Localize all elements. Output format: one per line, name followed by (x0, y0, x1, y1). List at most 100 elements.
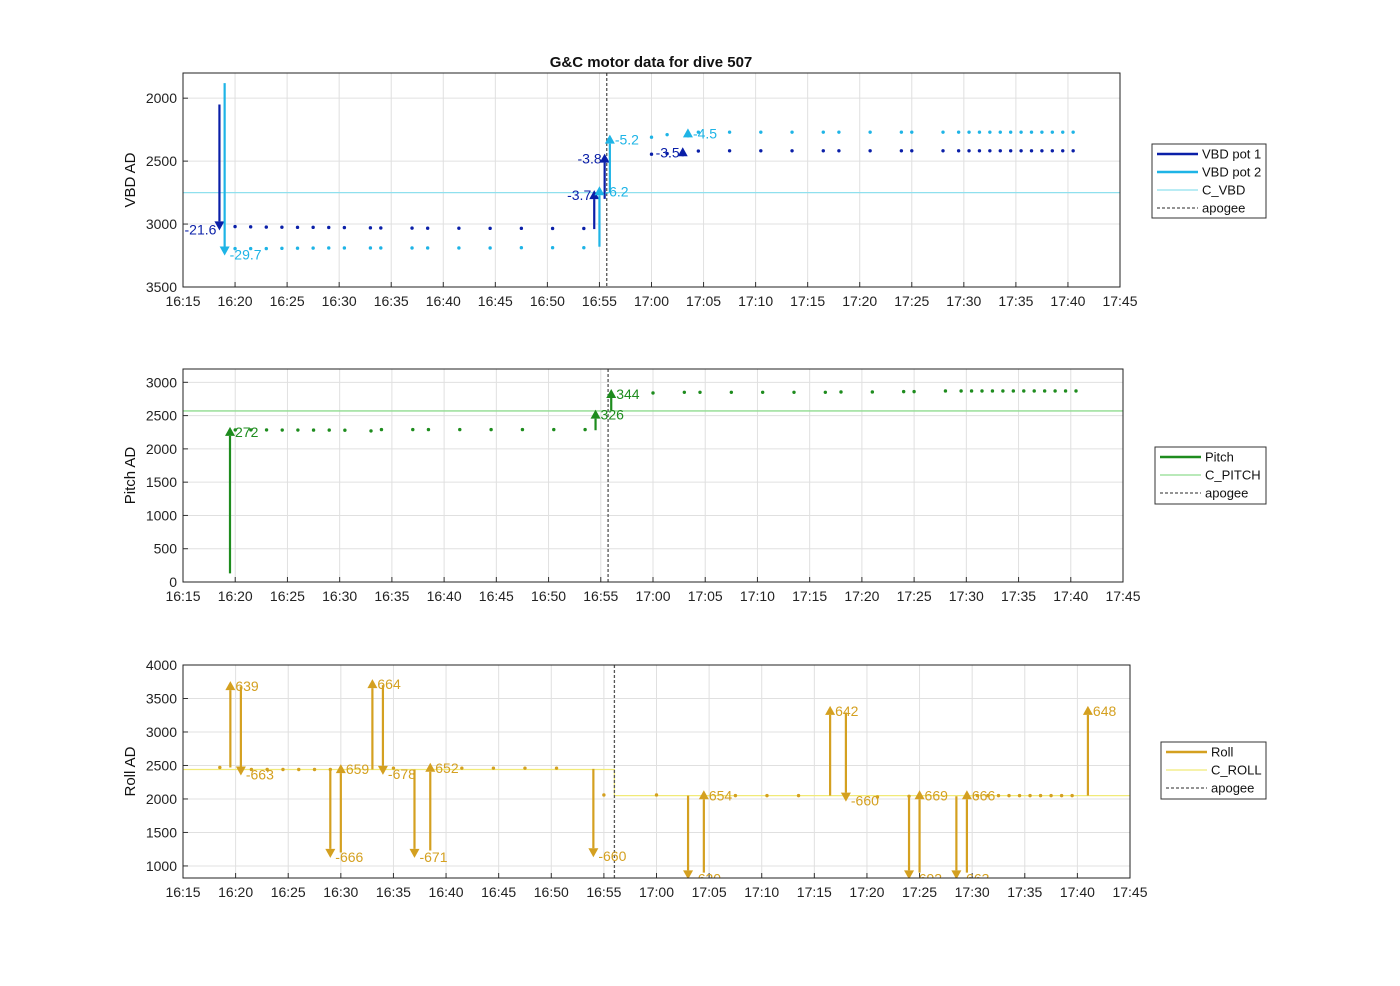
x-tick-label: 17:35 (1001, 588, 1036, 604)
data-point (651, 391, 655, 395)
arrow-label: 652 (435, 760, 459, 776)
data-point (249, 767, 254, 772)
legend-label: apogee (1202, 201, 1245, 216)
arrow-label: -4.5 (693, 125, 717, 141)
data-point (996, 793, 1001, 798)
data-point (956, 130, 961, 134)
arrow-head (698, 790, 709, 800)
x-tick-label: 17:15 (797, 884, 832, 900)
data-point (327, 225, 331, 230)
data-point (1017, 793, 1022, 798)
data-point (998, 149, 1002, 153)
x-tick-label: 17:45 (1102, 293, 1137, 309)
data-point (280, 246, 284, 251)
legend-label: apogee (1211, 781, 1254, 796)
arrow-head (589, 190, 600, 200)
x-tick-label: 16:15 (165, 293, 200, 309)
data-point (488, 246, 492, 250)
y-tick-label: 1500 (146, 474, 177, 490)
x-tick-label: 17:45 (1105, 588, 1140, 604)
arrow-head (335, 764, 346, 774)
data-point (959, 389, 963, 393)
data-point (912, 389, 916, 394)
data-point (379, 246, 383, 250)
data-point (1008, 130, 1013, 134)
x-tick-label: 17:20 (842, 293, 877, 309)
data-point (975, 793, 980, 798)
arrow-head (214, 221, 225, 231)
arrow-label: 642 (835, 703, 859, 719)
legend-label: Pitch (1205, 450, 1234, 465)
arrow-head (377, 765, 388, 775)
data-point (248, 246, 253, 251)
data-point (870, 390, 875, 394)
y-tick-label: 1500 (146, 824, 177, 840)
x-tick-label: 17:40 (1060, 884, 1095, 900)
data-point (1038, 793, 1043, 798)
arrow-head (961, 790, 972, 800)
data-point (1029, 149, 1034, 153)
data-point (582, 246, 586, 250)
data-point (1032, 389, 1036, 393)
x-tick-label: 16:40 (426, 293, 461, 309)
arrow-head (235, 766, 246, 776)
data-point (1053, 389, 1057, 393)
data-point (523, 766, 527, 770)
data-point (1011, 389, 1016, 393)
x-tick-label: 16:55 (586, 884, 621, 900)
data-point (602, 793, 606, 797)
data-point (649, 135, 654, 139)
data-point (519, 246, 524, 250)
data-point (1050, 149, 1055, 153)
data-point (233, 246, 237, 251)
arrow-label: -630 (693, 870, 721, 886)
data-point (868, 130, 872, 134)
arrow-head (590, 409, 601, 419)
data-point (1007, 793, 1011, 798)
series-vbd-pot-2: -29.7 -6.2 -5.2 -4.5 (219, 83, 1075, 263)
panel-vbd: 16:15 16:20 16:25 16:30 16:35 16:40 16:45 16:50… (122, 72, 1267, 309)
data-point (369, 429, 373, 433)
arrow-label: -663 (246, 767, 274, 783)
data-point (875, 795, 880, 799)
arrow-head (683, 870, 694, 878)
series-pitch: 272 326 344 (225, 386, 1078, 574)
x-tick-label: 17:00 (639, 884, 674, 900)
legend-label: VBD pot 2 (1202, 165, 1261, 180)
data-point (941, 130, 945, 134)
arrow-label: -3.8 (578, 151, 602, 167)
arrow-head (594, 186, 605, 196)
y-tick-label: 4000 (146, 657, 177, 673)
x-tick-label: 16:35 (374, 293, 409, 309)
arrow-head (606, 388, 617, 398)
x-tick-label: 17:15 (790, 293, 825, 309)
data-point (426, 427, 431, 432)
x-tick-label: 16:20 (218, 588, 253, 604)
data-point (249, 428, 253, 432)
x-tick-label: 17:35 (1007, 884, 1042, 900)
data-point (311, 225, 315, 230)
y-tick-label: 2000 (146, 791, 177, 807)
data-point (327, 246, 331, 250)
data-point (733, 793, 738, 798)
data-point (410, 226, 414, 230)
data-point (1019, 130, 1023, 134)
y-tick-label: 3000 (146, 216, 177, 232)
data-point (1040, 130, 1044, 134)
data-point (967, 149, 971, 153)
x-tick-label: 16:30 (322, 588, 357, 604)
plot-content: -21.6 -3.7 -3.8 -3.5 -29.7 -6.2 -5.2 -4.5 (183, 73, 1120, 287)
arrow-head (840, 792, 851, 802)
data-point (698, 390, 702, 394)
series-roll: 639 -663 -666 659 664 -678 -671 652 -660 -630 654 6… (218, 676, 1116, 886)
arrow-head (904, 870, 915, 878)
data-point (583, 427, 587, 432)
data-point (760, 390, 765, 394)
x-tick-label: 16:30 (322, 293, 357, 309)
data-point (519, 226, 524, 231)
data-point (411, 427, 415, 432)
x-tick-label: 17:05 (686, 293, 721, 309)
x-tick-label: 16:50 (531, 588, 566, 604)
x-tick-label: 16:35 (376, 884, 411, 900)
